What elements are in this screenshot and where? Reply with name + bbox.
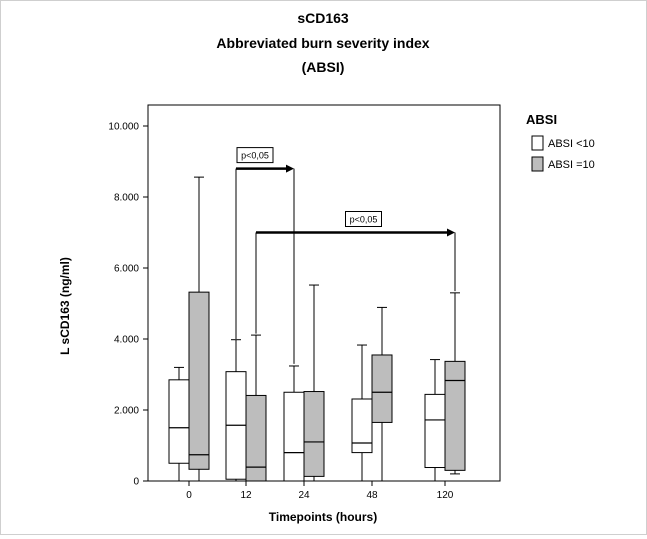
significance-bracket: p<0,05 <box>255 211 456 334</box>
chart-title-line: Abbreviated burn severity index <box>216 35 429 51</box>
box-series <box>168 176 466 482</box>
p-value-label: p<0,05 <box>350 215 378 225</box>
legend-swatch <box>531 135 544 151</box>
box-iqr <box>351 398 373 454</box>
box-iqr <box>245 394 267 482</box>
x-tick-label: 0 <box>186 490 192 501</box>
legend-title: ABSI <box>526 112 557 127</box>
x-axis: 0 12 24 48 120 <box>186 481 454 501</box>
y-tick-label: 8.000 <box>114 193 139 204</box>
bracket-arrowhead <box>447 228 455 237</box>
x-tick-label: 48 <box>366 490 378 501</box>
box-group <box>424 359 446 482</box>
box-iqr <box>283 391 305 482</box>
chart-title-line: sCD163 <box>297 10 349 26</box>
box-group <box>245 334 267 482</box>
box-group <box>188 176 210 482</box>
box-iqr <box>444 360 466 471</box>
box-iqr <box>424 393 446 469</box>
p-value-box <box>236 147 274 164</box>
box-iqr <box>371 354 393 423</box>
x-tick-label: 24 <box>298 490 310 501</box>
box-iqr <box>168 379 190 464</box>
x-tick-label: 120 <box>437 490 454 501</box>
chart-title: sCD163 Abbreviated burn severity index (AB… <box>216 10 429 75</box>
y-axis-title: L sCD163 (ng/ml) <box>58 257 72 355</box>
legend-swatch <box>531 156 544 172</box>
legend: ABSI ABSI <10 ABSI =10 <box>526 112 595 172</box>
x-axis-title: Timepoints (hours) <box>269 510 377 524</box>
chart-title-line: (ABSI) <box>302 59 345 75</box>
box-group <box>444 292 466 475</box>
box-group <box>351 344 373 482</box>
box-iqr <box>303 391 325 477</box>
y-tick-label: 6.000 <box>114 264 139 275</box>
y-tick-label: 10.000 <box>108 122 139 133</box>
box-iqr <box>188 291 210 470</box>
y-axis: 0 2.000 4.000 6.000 8.000 10.000 <box>108 122 148 488</box>
box-group <box>303 284 325 482</box>
legend-label: ABSI =10 <box>548 159 595 171</box>
p-value-box <box>345 211 382 227</box>
x-tick-label: 12 <box>240 490 252 501</box>
y-tick-label: 4.000 <box>114 335 139 346</box>
bracket-arrowhead <box>286 164 294 173</box>
box-group <box>371 306 393 482</box>
significance-bracket: p<0,05 <box>235 147 295 364</box>
y-tick-label: 2.000 <box>114 406 139 417</box>
p-value-label: p<0,05 <box>241 151 269 161</box>
significance-annotations: p<0,05 p<0,05 <box>235 147 456 364</box>
legend-label: ABSI <10 <box>548 138 595 150</box>
y-tick-label: 0 <box>133 477 139 488</box>
